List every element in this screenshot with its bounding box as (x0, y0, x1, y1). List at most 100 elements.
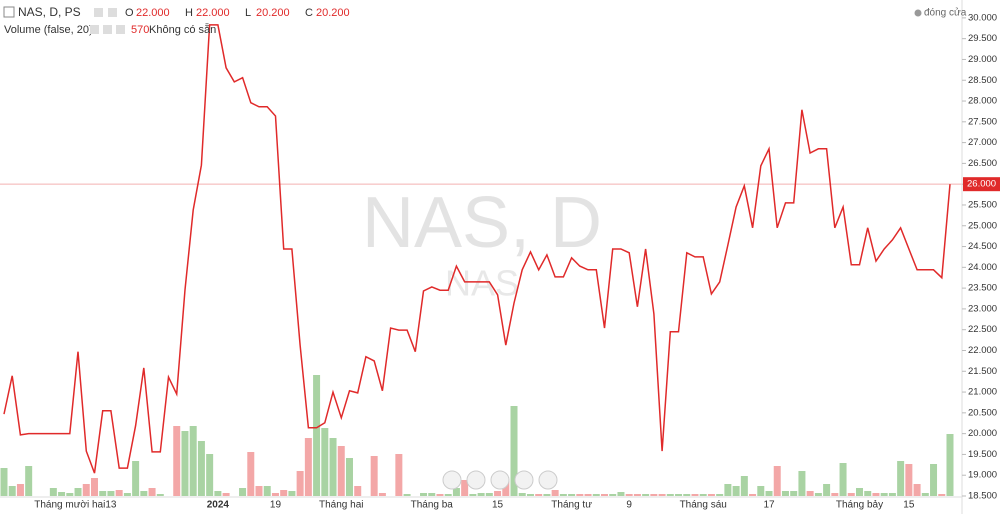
volume-bar (16, 484, 24, 496)
ohlc-key: L (245, 7, 251, 19)
volume-bar (280, 490, 288, 496)
symbol: NAS, D, PS (18, 5, 81, 19)
volume-bar (0, 468, 8, 496)
y-tick-label: 24.000 (968, 262, 997, 273)
x-tick-label: Tháng tư (551, 500, 592, 511)
volume-bar (864, 491, 872, 496)
volume-bar (82, 484, 90, 496)
x-tick-label: 15 (903, 500, 915, 511)
y-tick-label: 29.000 (968, 54, 997, 65)
volume-bar (90, 478, 98, 496)
ohlc: O 22.000 H 22.000 L 20.200 C 20.200 (125, 7, 350, 19)
nav-button[interactable] (490, 470, 510, 490)
volume-bar (930, 464, 938, 496)
x-tick-label: Tháng hai (319, 500, 363, 511)
volume-bar (773, 466, 781, 496)
collapse-icon[interactable] (3, 6, 15, 18)
nav-button[interactable] (442, 470, 462, 490)
volume-bar (707, 494, 715, 496)
volume-bar (880, 493, 888, 496)
y-tick-label: 23.500 (968, 283, 997, 294)
volume-bar (543, 494, 551, 496)
volume-bar (921, 493, 929, 496)
volume-bar (938, 494, 946, 496)
volume-bar (856, 488, 864, 496)
volume-bar (247, 452, 255, 496)
volume-bar (650, 494, 658, 496)
volume-bar (913, 484, 921, 496)
volume-bar (156, 494, 164, 496)
volume-bar (403, 494, 411, 496)
volume-bar (321, 428, 329, 496)
volume-bar (8, 486, 16, 496)
volume-bar (732, 486, 740, 496)
volume-bar (99, 491, 107, 496)
nav-button[interactable] (514, 470, 534, 490)
nav-button[interactable] (466, 470, 486, 490)
icon[interactable] (108, 8, 117, 17)
volume-bar (288, 491, 296, 496)
icon[interactable] (94, 8, 103, 17)
icon[interactable] (116, 25, 125, 34)
volume-bar (115, 490, 123, 496)
y-tick-label: 28.500 (968, 75, 997, 86)
y-tick-label: 23.000 (968, 303, 997, 314)
volume-bar (642, 494, 650, 496)
volume-bar (617, 492, 625, 496)
volume-bar (58, 492, 66, 496)
icon[interactable] (103, 25, 112, 34)
volume-bar (444, 494, 452, 496)
y-tick-label: 22.500 (968, 324, 997, 335)
volume-bar (518, 493, 526, 496)
y-tick-label: 26.500 (968, 158, 997, 169)
y-tick-label: 22.000 (968, 345, 997, 356)
y-tick-label: 27.000 (968, 137, 997, 148)
volume-bar (173, 426, 181, 496)
y-tick-label: 25.000 (968, 220, 997, 231)
y-tick-label: 19.000 (968, 470, 997, 481)
volume-bar (329, 438, 337, 496)
volume-bar (699, 494, 707, 496)
x-tick-label: Tháng bảy (836, 500, 883, 511)
volume-bar (823, 484, 831, 496)
volume-bar (757, 486, 765, 496)
volume-bar (74, 488, 82, 496)
ohlc-value: 22.000 (196, 7, 230, 19)
x-tick-label: Tháng ba (411, 500, 454, 511)
volume-bar (806, 491, 814, 496)
volume-bar (181, 431, 189, 496)
volume-bar (584, 494, 592, 496)
volume-bar (123, 493, 131, 496)
volume-bar (66, 493, 74, 496)
volume-bar (452, 488, 460, 496)
x-tick-label: 17 (763, 500, 775, 511)
status: đóng cửa (924, 7, 967, 19)
x-tick-label: 15 (492, 500, 504, 511)
volume-bar (790, 491, 798, 496)
y-tick-label: 29.500 (968, 33, 997, 44)
volume-bar (683, 494, 691, 496)
volume-bar (370, 456, 378, 496)
x-tick-label: Tháng sáu (680, 500, 727, 511)
nav-button[interactable] (538, 470, 558, 490)
y-tick-label: 24.500 (968, 241, 997, 252)
volume-bar (831, 493, 839, 496)
x-tick-label: 9 (626, 500, 632, 511)
ohlc-key: H (185, 7, 193, 19)
volume-bar (905, 464, 913, 496)
volume-bar (345, 458, 353, 496)
volume-bar (839, 463, 847, 496)
header: NAS, D, PS O 22.000 H 22.000 L 20.200 C 20.200 … (3, 5, 967, 36)
y-tick-label: 20.500 (968, 407, 997, 418)
icon[interactable] (90, 25, 99, 34)
volume-bar (946, 434, 954, 496)
watermark-title: NAS, D (362, 183, 602, 263)
last-value-box (963, 177, 1000, 192)
volume-legend: Volume (false, 20) (4, 24, 93, 36)
x-tick-label: 19 (270, 500, 282, 511)
volume-bar (765, 491, 773, 496)
volume-bar (420, 493, 428, 496)
y-tick-label: 30.000 (968, 12, 997, 23)
